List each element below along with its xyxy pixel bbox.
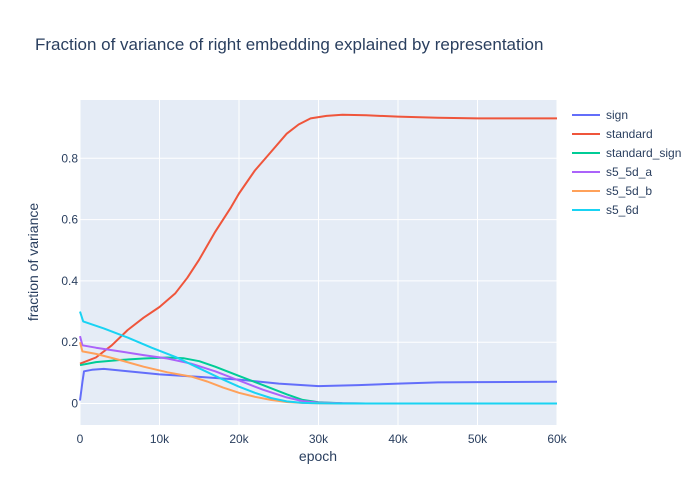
x-tick-label: 30k xyxy=(309,432,329,446)
legend-item-standard[interactable]: standard xyxy=(572,127,653,141)
legend-label: standard xyxy=(606,127,653,141)
legend-item-s5-5d-a[interactable]: s5_5d_a xyxy=(572,165,652,179)
legend-label: s5_6d xyxy=(606,203,639,217)
legend-item-standard-sign[interactable]: standard_sign xyxy=(572,146,681,160)
legend-label: s5_5d_a xyxy=(606,165,652,179)
x-tick-label: 20k xyxy=(229,432,249,446)
x-tick-label: 0 xyxy=(77,432,84,446)
legend-item-s5-6d[interactable]: s5_6d xyxy=(572,203,639,217)
x-tick-label: 60k xyxy=(547,432,567,446)
legend-label: s5_5d_b xyxy=(606,184,652,198)
y-tick-label: 0.6 xyxy=(61,213,78,227)
x-axis-ticks: 0 10k 20k 30k 40k 50k 60k xyxy=(77,432,568,446)
legend-label: standard_sign xyxy=(606,146,681,160)
legend-item-sign[interactable]: sign xyxy=(572,108,628,122)
y-tick-label: 0.2 xyxy=(61,335,78,349)
legend-item-s5-5d-b[interactable]: s5_5d_b xyxy=(572,184,652,198)
x-tick-label: 50k xyxy=(468,432,488,446)
series-lines xyxy=(79,113,558,405)
series-line-standard xyxy=(79,113,557,365)
x-tick-label: 10k xyxy=(150,432,170,446)
legend[interactable]: sign standard standard_sign s5_5d_a s5_5d_bs… xyxy=(572,108,681,217)
y-axis-title: fraction of variance xyxy=(25,203,41,321)
y-tick-label: 0 xyxy=(71,397,78,411)
chart-title: Fraction of variance of right embedding … xyxy=(35,35,543,54)
x-axis-title: epoch xyxy=(299,448,337,464)
series-line-s5-6d xyxy=(79,311,557,405)
y-axis-ticks: 0 0.2 0.4 0.6 0.8 xyxy=(61,151,78,410)
y-tick-label: 0.4 xyxy=(61,274,78,288)
gridlines xyxy=(79,100,558,425)
legend-label: sign xyxy=(606,108,628,122)
y-tick-label: 0.8 xyxy=(61,151,78,165)
x-tick-label: 40k xyxy=(388,432,408,446)
